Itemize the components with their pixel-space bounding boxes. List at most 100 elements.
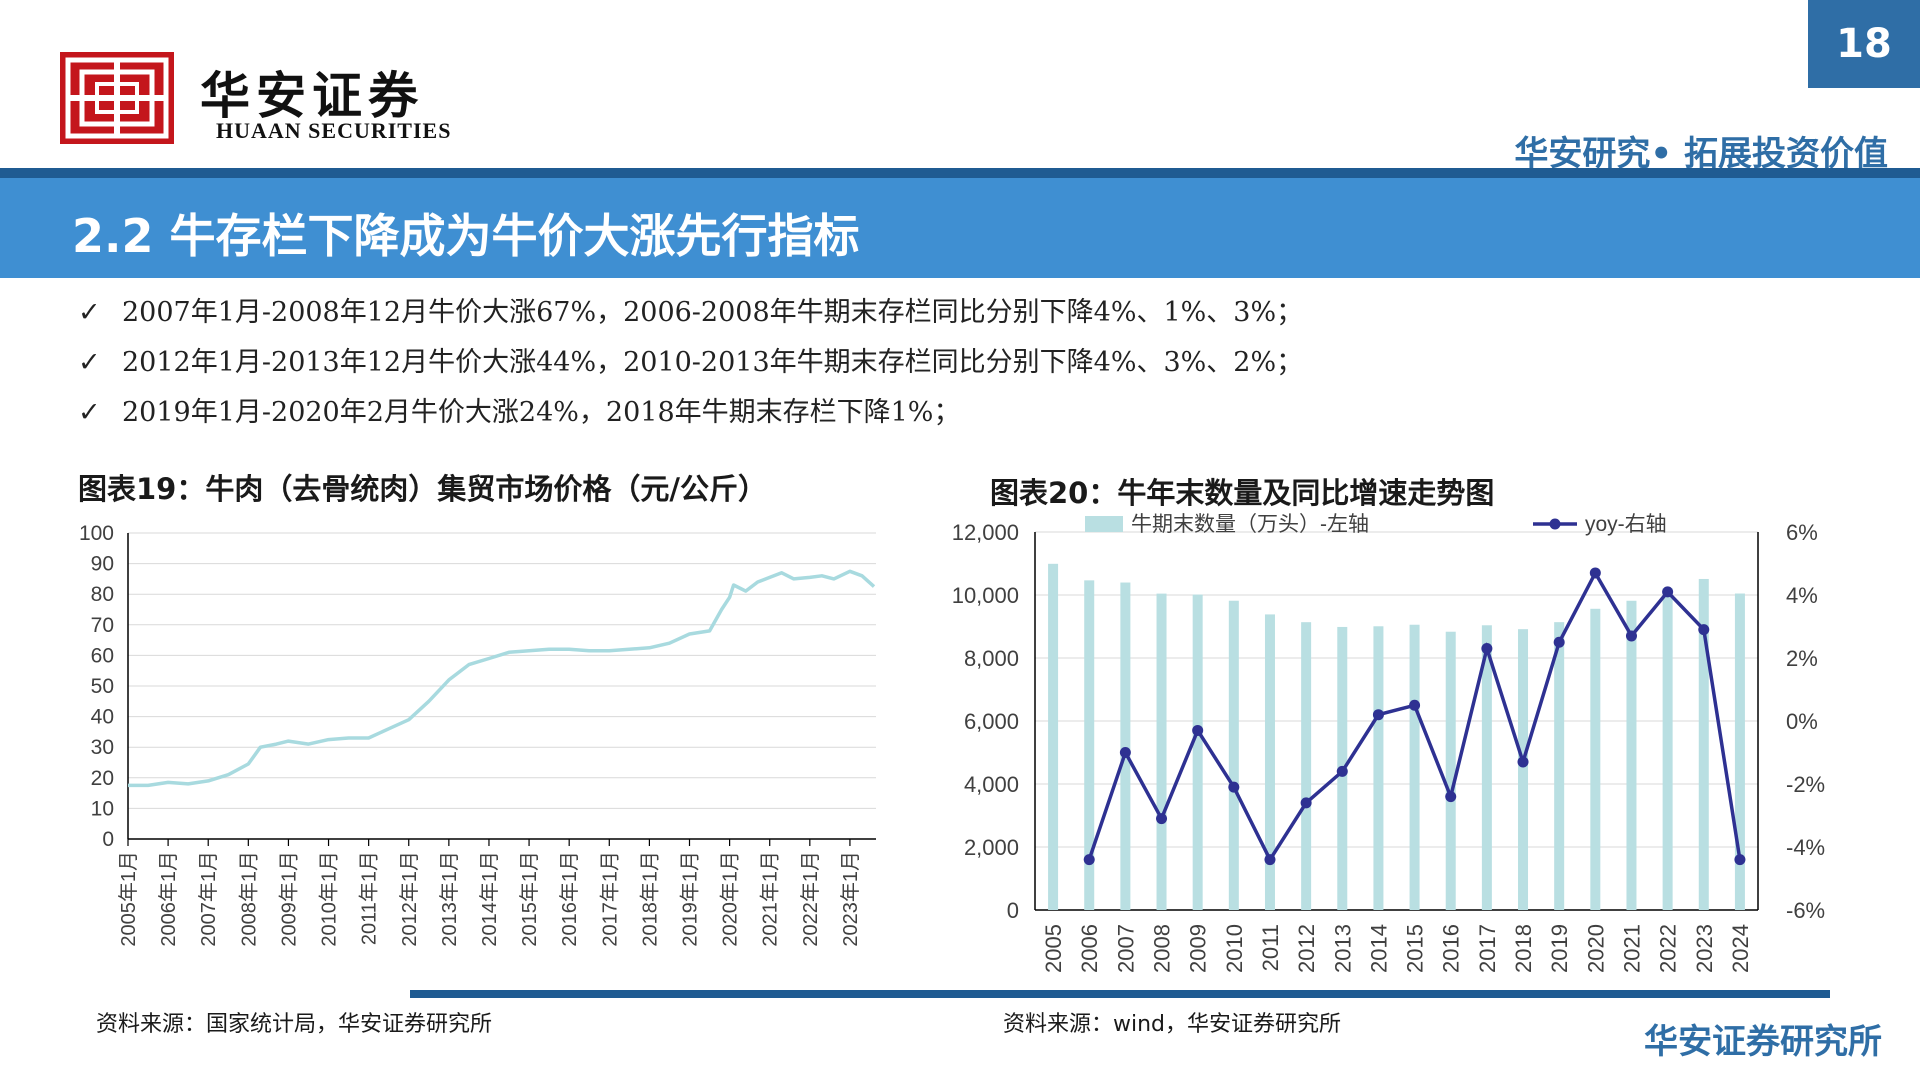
chart2-bar bbox=[1084, 580, 1095, 910]
logo-emblem-icon bbox=[65, 57, 169, 139]
chart2-y-left-tick-label: 4,000 bbox=[964, 772, 1019, 797]
chart2-y-left-tick-label: 2,000 bbox=[964, 835, 1019, 860]
check-icon: ✓ bbox=[78, 297, 101, 328]
chart2-y-right-tick-label: 0% bbox=[1786, 709, 1818, 734]
chart2-x-tick-label: 2009 bbox=[1186, 924, 1211, 973]
chart2-y-left-tick-label: 6,000 bbox=[964, 709, 1019, 734]
chart2-yoy-point bbox=[1264, 854, 1276, 866]
chart2-legend-bar-label: 牛期末数量（万头）-左轴 bbox=[1131, 513, 1369, 536]
chart2-bar bbox=[1481, 625, 1492, 910]
chart2-x-tick-label: 2005 bbox=[1041, 924, 1066, 973]
chart2-x-tick-label: 2011 bbox=[1258, 924, 1283, 971]
chart2-x-tick-label: 2014 bbox=[1366, 924, 1391, 973]
chart2-bar bbox=[1156, 593, 1167, 910]
chart2-legend-line-label: yoy-右轴 bbox=[1585, 513, 1667, 536]
chart2-x-tick-label: 2020 bbox=[1583, 924, 1608, 973]
chart1-x-tick-label: 2023年1月 bbox=[839, 851, 862, 947]
chart2-bar bbox=[1554, 622, 1565, 910]
footer-divider bbox=[410, 990, 1830, 998]
chart2-yoy-point bbox=[1228, 781, 1240, 793]
chart1-x-tick-label: 2012年1月 bbox=[398, 851, 421, 947]
chart2-x-tick-label: 2016 bbox=[1439, 924, 1464, 973]
chart2-y-right-tick-label: 2% bbox=[1786, 646, 1818, 671]
brand-name-en: HUAAN SECURITIES bbox=[216, 118, 452, 143]
chart2-y-right-tick-label: 4% bbox=[1786, 583, 1818, 608]
chart2-x-tick-label: 2023 bbox=[1692, 924, 1717, 973]
header-divider bbox=[0, 168, 1920, 178]
chart1-x-tick-label: 2018年1月 bbox=[638, 851, 661, 947]
chart2-y-right-tick-label: -4% bbox=[1786, 835, 1825, 860]
chart2-bar bbox=[1662, 588, 1673, 910]
chart2-x-tick-label: 2021 bbox=[1619, 924, 1644, 973]
chart2-y-right-tick-label: -6% bbox=[1786, 898, 1825, 923]
check-icon: ✓ bbox=[78, 397, 101, 428]
chart2-bar bbox=[1192, 594, 1203, 910]
chart1-x-tick-label: 2006年1月 bbox=[157, 851, 180, 947]
chart2-yoy-point bbox=[1698, 624, 1710, 636]
chart2-bar bbox=[1264, 614, 1275, 910]
beef-price-chart: 0 10 20 30 40 50 60 70 80 90 100 2005年1月 2006年1月 2007… bbox=[79, 522, 876, 947]
chart1-x-tick-label: 2021年1月 bbox=[759, 851, 782, 947]
chart2-x-tick-label: 2010 bbox=[1222, 924, 1247, 973]
chart2-legend-line-marker bbox=[1549, 518, 1561, 530]
chart1-x-tick-label: 2014年1月 bbox=[478, 851, 501, 947]
chart2-bar bbox=[1626, 600, 1637, 910]
chart2-yoy-point bbox=[1625, 630, 1637, 642]
chart2-yoy-point bbox=[1119, 747, 1131, 758]
bullet-item: ✓ 2007年1月-2008年12月牛价大涨67%，2006-2008年牛期末存栏… bbox=[78, 288, 1303, 338]
chart1-x-tick-label: 2010年1月 bbox=[318, 851, 341, 947]
chart1-x-tick-label: 2009年1月 bbox=[277, 851, 300, 947]
chart2-x-tick-label: 2006 bbox=[1077, 924, 1102, 973]
chart1-y-tick-label: 60 bbox=[91, 644, 114, 667]
chart1-x-tick-label: 2005年1月 bbox=[117, 851, 140, 947]
chart2-x-tick-label: 2007 bbox=[1113, 924, 1138, 973]
chart2-x-tick-label: 2013 bbox=[1330, 924, 1355, 973]
chart2-x-tick-label: 2008 bbox=[1150, 924, 1175, 973]
chart2-bar bbox=[1734, 593, 1745, 910]
chart1-y-tick-label: 50 bbox=[91, 675, 114, 698]
chart1-x-tick-label: 2015年1月 bbox=[518, 851, 541, 947]
chart1-price-line bbox=[128, 569, 876, 788]
header-slogan: 华安研究• 拓展投资价值 bbox=[1514, 134, 1888, 174]
chart2-bar bbox=[1698, 578, 1709, 910]
chart2-bar bbox=[1048, 563, 1059, 910]
chart1-x-tick-label: 2017年1月 bbox=[598, 851, 621, 947]
chart2-yoy-point bbox=[1517, 756, 1529, 768]
chart2-bar bbox=[1409, 624, 1420, 910]
chart1-y-tick-label: 0 bbox=[102, 828, 114, 851]
chart2-yoy-point bbox=[1156, 813, 1168, 825]
chart2-title: 图表20：牛年末数量及同比增速走势图 bbox=[990, 476, 1495, 510]
chart2-bar bbox=[1228, 600, 1239, 910]
bullet-item: ✓ 2012年1月-2013年12月牛价大涨44%，2010-2013年牛期末存栏… bbox=[78, 338, 1303, 388]
chart2-y-left-tick-label: 8,000 bbox=[964, 646, 1019, 671]
chart1-title: 图表19：牛肉（去骨统肉）集贸市场价格（元/公斤） bbox=[78, 472, 767, 506]
chart2-x-tick-label: 2019 bbox=[1547, 924, 1572, 973]
chart2-yoy-point bbox=[1734, 854, 1746, 866]
chart1-y-tick-label: 40 bbox=[91, 706, 114, 729]
chart2-yoy-point bbox=[1083, 854, 1095, 866]
chart1-y-tick-label: 100 bbox=[79, 522, 114, 545]
chart2-yoy-point bbox=[1445, 791, 1457, 803]
chart2-legend-bar-swatch bbox=[1085, 516, 1123, 532]
chart1-x-tick-label: 2020年1月 bbox=[719, 851, 742, 947]
chart2-y-right-tick-label: -2% bbox=[1786, 772, 1825, 797]
chart2-source: 资料来源：wind，华安证券研究所 bbox=[1003, 1012, 1342, 1037]
chart2-bar bbox=[1518, 629, 1529, 910]
check-icon: ✓ bbox=[78, 347, 101, 378]
chart2-y-left-tick-label: 12,000 bbox=[952, 520, 1019, 545]
chart2-yoy-point bbox=[1553, 636, 1565, 648]
chart1-x-tick-label: 2022年1月 bbox=[799, 851, 822, 947]
bullet-text: 2007年1月-2008年12月牛价大涨67%，2006-2008年牛期末存栏同… bbox=[122, 297, 1304, 328]
chart1-y-tick-label: 20 bbox=[91, 767, 114, 790]
chart2-x-tick-label: 2022 bbox=[1656, 924, 1681, 973]
chart2-yoy-point bbox=[1300, 797, 1312, 809]
chart2-bar bbox=[1301, 622, 1312, 910]
chart2-x-tick-label: 2018 bbox=[1511, 924, 1536, 973]
chart2-yoy-point bbox=[1481, 643, 1493, 655]
chart1-x-tick-label: 2008年1月 bbox=[237, 851, 260, 947]
page-number: 18 bbox=[1808, 0, 1920, 88]
chart1-x-tick-label: 2013年1月 bbox=[438, 851, 461, 947]
title-bar: 2.2 牛存栏下降成为牛价大涨先行指标 bbox=[0, 178, 1920, 278]
chart2-x-tick-label: 2015 bbox=[1403, 924, 1428, 973]
chart2-x-tick-label: 2017 bbox=[1475, 924, 1500, 973]
